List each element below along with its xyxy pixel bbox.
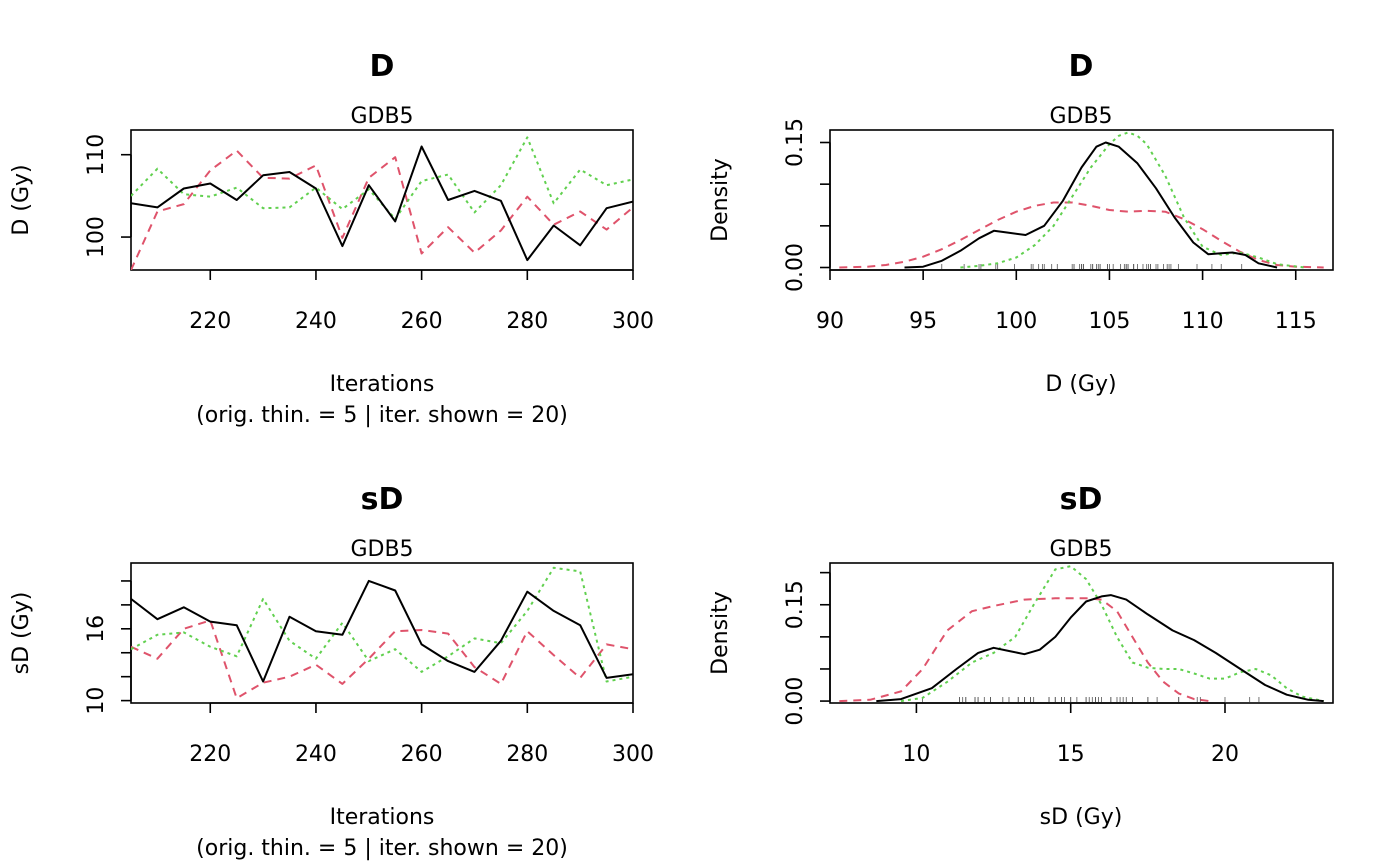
chart-subtitle: GDB5 xyxy=(1049,537,1112,562)
x-tick-label: 240 xyxy=(295,309,337,334)
series-line-2 xyxy=(839,597,1210,703)
x-tick-label: 240 xyxy=(295,742,337,767)
y-tick-label: 0.00 xyxy=(783,243,808,292)
x-axis-label: D (Gy) xyxy=(1045,372,1116,397)
x-tick-label: 260 xyxy=(401,742,443,767)
x-axis-label: Iterations xyxy=(330,372,435,397)
chart-panel-4: sD GDB5 10 15 20 0.00 0.15 sD (Gy) Density xyxy=(708,482,1334,830)
y-axis-label: Density xyxy=(708,158,733,242)
y-tick-label: 110 xyxy=(84,134,109,176)
y-tick-label: 0.00 xyxy=(783,677,808,726)
x-tick-label: 280 xyxy=(506,742,548,767)
chart-panel-3: sD GDB5 220 240 260 280 300 10 16 Iterations (orig… xyxy=(9,482,654,861)
plot-frame xyxy=(130,129,634,271)
chart-panel-1: D GDB5 220 240 260 280 300 100 110 Iterations (ori… xyxy=(9,49,654,428)
series-line-1 xyxy=(904,141,1278,269)
x-tick-label: 115 xyxy=(1275,309,1317,334)
chart-title: D xyxy=(370,49,395,84)
y-tick-label: 100 xyxy=(84,216,109,258)
y-axis-label: D (Gy) xyxy=(9,164,34,235)
x-axis-sublabel: (orig. thin. = 5 | iter. shown = 20) xyxy=(196,836,568,861)
series-line-3 xyxy=(131,136,633,220)
chart-panel-2: D GDB5 90 95 100 105 110 115 0.00 0.15 D (Gy) Densi… xyxy=(708,49,1334,397)
x-axis-sublabel: (orig. thin. = 5 | iter. shown = 20) xyxy=(196,403,568,428)
series-line-3 xyxy=(131,566,633,683)
x-tick-label: 15 xyxy=(1057,742,1085,767)
x-tick-label: 100 xyxy=(995,309,1037,334)
chart-title: D xyxy=(1069,49,1094,84)
x-axis-label: sD (Gy) xyxy=(1040,805,1123,830)
chart-title: sD xyxy=(361,482,404,517)
series-line-1 xyxy=(876,594,1324,703)
x-tick-label: 110 xyxy=(1182,309,1224,334)
x-tick-label: 300 xyxy=(612,742,654,767)
plot-frame xyxy=(829,562,1334,704)
series-line-1 xyxy=(131,579,633,683)
x-tick-label: 105 xyxy=(1088,309,1130,334)
y-tick-label: 10 xyxy=(84,687,109,715)
x-axis-label: Iterations xyxy=(330,805,435,830)
x-tick-label: 220 xyxy=(189,309,231,334)
chart-subtitle: GDB5 xyxy=(1049,104,1112,129)
y-axis-label: sD (Gy) xyxy=(9,592,34,675)
x-tick-label: 90 xyxy=(816,309,844,334)
series-line-1 xyxy=(131,145,633,262)
plot-frame xyxy=(130,562,634,704)
x-tick-label: 220 xyxy=(189,742,231,767)
series-line-2 xyxy=(131,619,633,700)
y-axis-label: Density xyxy=(708,591,733,675)
x-tick-label: 300 xyxy=(612,309,654,334)
x-tick-label: 260 xyxy=(401,309,443,334)
y-tick-label: 16 xyxy=(84,615,109,643)
x-tick-label: 280 xyxy=(506,309,548,334)
series-line-3 xyxy=(960,131,1306,269)
series-line-2 xyxy=(131,149,633,270)
plot-frame xyxy=(829,129,1334,271)
chart-subtitle: GDB5 xyxy=(350,537,413,562)
y-tick-label: 0.15 xyxy=(783,580,808,629)
x-tick-label: 95 xyxy=(909,309,937,334)
y-tick-label: 0.15 xyxy=(783,118,808,167)
x-tick-label: 20 xyxy=(1211,742,1239,767)
series-line-3 xyxy=(900,565,1324,703)
x-tick-label: 10 xyxy=(902,742,930,767)
series-line-2 xyxy=(839,201,1324,269)
chart-subtitle: GDB5 xyxy=(350,104,413,129)
chart-title: sD xyxy=(1060,482,1103,517)
